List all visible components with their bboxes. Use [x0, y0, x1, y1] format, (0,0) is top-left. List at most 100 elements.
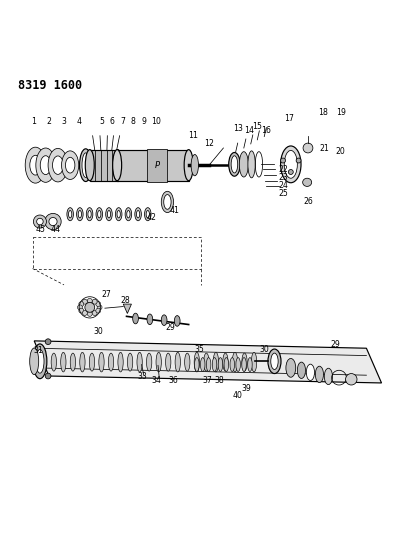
- Text: 6: 6: [109, 117, 114, 126]
- Ellipse shape: [136, 211, 139, 218]
- Ellipse shape: [125, 208, 131, 221]
- Text: 9: 9: [141, 117, 146, 126]
- Ellipse shape: [222, 353, 227, 371]
- Ellipse shape: [52, 156, 63, 174]
- Ellipse shape: [212, 358, 216, 372]
- Text: 25: 25: [278, 189, 288, 198]
- Ellipse shape: [106, 208, 112, 221]
- Ellipse shape: [108, 353, 113, 371]
- Ellipse shape: [324, 368, 332, 385]
- Text: 28: 28: [120, 295, 130, 304]
- Circle shape: [345, 374, 356, 385]
- Text: 30: 30: [259, 344, 268, 353]
- Ellipse shape: [113, 150, 122, 181]
- Ellipse shape: [118, 352, 123, 372]
- Ellipse shape: [96, 208, 102, 221]
- Ellipse shape: [127, 353, 133, 371]
- Bar: [117, 150, 188, 181]
- Text: 4: 4: [77, 117, 82, 126]
- Ellipse shape: [144, 208, 151, 221]
- Ellipse shape: [80, 352, 85, 372]
- Text: 33: 33: [137, 373, 146, 381]
- Text: 17: 17: [283, 114, 293, 123]
- Ellipse shape: [213, 352, 218, 372]
- Text: 36: 36: [168, 376, 178, 385]
- Text: 18: 18: [318, 108, 328, 117]
- Ellipse shape: [224, 358, 228, 372]
- Ellipse shape: [107, 211, 110, 218]
- Circle shape: [79, 308, 83, 313]
- Text: 5: 5: [99, 117, 104, 126]
- Ellipse shape: [306, 364, 314, 381]
- Ellipse shape: [229, 358, 234, 372]
- Ellipse shape: [40, 156, 51, 175]
- Circle shape: [288, 169, 292, 174]
- Ellipse shape: [280, 146, 300, 183]
- Text: 22: 22: [278, 165, 288, 174]
- Text: 40: 40: [232, 391, 242, 400]
- Circle shape: [77, 305, 82, 310]
- Polygon shape: [34, 341, 381, 383]
- Ellipse shape: [241, 358, 246, 372]
- Text: P: P: [154, 160, 159, 169]
- Ellipse shape: [247, 358, 252, 372]
- Ellipse shape: [86, 208, 92, 221]
- Circle shape: [302, 143, 312, 153]
- Ellipse shape: [79, 149, 92, 182]
- Ellipse shape: [175, 352, 180, 372]
- Circle shape: [295, 158, 300, 163]
- Text: 24: 24: [278, 181, 288, 190]
- Text: 10: 10: [151, 117, 160, 126]
- Ellipse shape: [206, 358, 210, 372]
- Text: 7: 7: [120, 117, 125, 126]
- Ellipse shape: [65, 157, 75, 173]
- Text: 13: 13: [233, 124, 243, 133]
- Bar: [146, 149, 167, 182]
- Ellipse shape: [194, 358, 199, 372]
- Text: 8319 1600: 8319 1600: [18, 78, 82, 92]
- Text: 34: 34: [151, 376, 161, 385]
- Ellipse shape: [97, 211, 101, 218]
- Text: 30: 30: [93, 327, 103, 336]
- Ellipse shape: [30, 155, 41, 175]
- Ellipse shape: [117, 211, 120, 218]
- Ellipse shape: [36, 148, 55, 182]
- Ellipse shape: [126, 211, 130, 218]
- Ellipse shape: [228, 152, 240, 176]
- Text: 15: 15: [252, 122, 262, 131]
- Ellipse shape: [203, 353, 209, 371]
- Ellipse shape: [146, 211, 149, 218]
- Circle shape: [36, 219, 43, 225]
- Ellipse shape: [165, 353, 171, 371]
- Ellipse shape: [270, 353, 277, 369]
- Ellipse shape: [48, 148, 67, 182]
- Text: 39: 39: [241, 384, 251, 393]
- Ellipse shape: [67, 208, 73, 221]
- Text: 42: 42: [146, 213, 156, 222]
- Ellipse shape: [88, 211, 91, 218]
- Circle shape: [96, 302, 101, 306]
- Ellipse shape: [76, 208, 83, 221]
- Circle shape: [79, 302, 83, 306]
- Ellipse shape: [112, 150, 121, 181]
- Text: 35: 35: [194, 344, 204, 353]
- Text: 20: 20: [335, 147, 345, 156]
- Ellipse shape: [29, 348, 38, 375]
- Ellipse shape: [135, 208, 141, 221]
- Ellipse shape: [61, 151, 79, 180]
- Ellipse shape: [184, 150, 193, 181]
- Circle shape: [87, 298, 92, 303]
- Text: 31: 31: [33, 346, 43, 355]
- Circle shape: [45, 213, 61, 230]
- Ellipse shape: [115, 208, 121, 221]
- Circle shape: [85, 302, 94, 312]
- Ellipse shape: [89, 353, 94, 371]
- Text: 27: 27: [101, 290, 111, 299]
- Text: 26: 26: [302, 197, 312, 206]
- Ellipse shape: [184, 353, 189, 371]
- Text: 29: 29: [164, 324, 174, 332]
- Ellipse shape: [146, 314, 152, 325]
- Ellipse shape: [70, 353, 75, 371]
- Ellipse shape: [267, 349, 280, 374]
- Circle shape: [45, 373, 51, 379]
